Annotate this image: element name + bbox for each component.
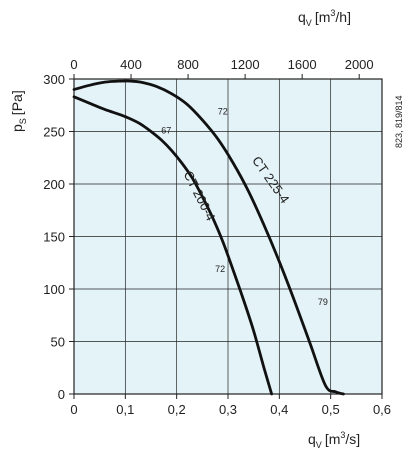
x-tick-label: 0,3 [219, 402, 237, 417]
series-line-ct-225-4 [72, 79, 345, 396]
efficiency-annotation: 72 [215, 264, 225, 274]
y-tick-label: 0 [58, 387, 65, 402]
efficiency-annotation: 79 [318, 297, 328, 307]
x-axis-bottom-label: qV [m3/s] [308, 430, 360, 450]
annotations: 67 72 72 79 [161, 107, 328, 307]
top-tick-label: 1200 [231, 57, 260, 72]
y-tick-label: 50 [51, 335, 65, 350]
x-tick-label: 0,2 [168, 402, 186, 417]
grid [69, 74, 383, 399]
x-tick-label: 0,5 [322, 402, 340, 417]
side-note: 823, 819/814 [394, 95, 404, 148]
y-tick-label: 200 [43, 177, 65, 192]
series-line-ct-200-4 [72, 95, 274, 396]
curves [72, 79, 345, 396]
x-tick-label: 0,4 [270, 402, 288, 417]
y-tick-label: 250 [43, 125, 65, 140]
efficiency-annotation: 67 [161, 126, 171, 136]
tick-labels: 0 0,1 0,2 0,3 0,4 0,5 0,6 0 50 100 150 200 250 300 0 40… [43, 57, 391, 417]
y-tick-label: 100 [43, 282, 65, 297]
top-tick-label: 1600 [288, 57, 317, 72]
y-axis-label: pS[Pa] [9, 90, 28, 132]
top-tick-label: 0 [70, 57, 77, 72]
x-axis-top-label: qV [m3/h] [298, 8, 351, 28]
y-tick-label: 150 [43, 230, 65, 245]
y-tick-label: 300 [43, 72, 65, 87]
efficiency-annotation: 72 [218, 107, 228, 117]
x-tick-label: 0 [70, 402, 77, 417]
x-tick-label: 0,1 [116, 402, 134, 417]
top-tick-label: 800 [177, 57, 199, 72]
top-tick-label: 400 [120, 57, 142, 72]
top-tick-label: 2000 [345, 57, 374, 72]
x-tick-label: 0,6 [373, 402, 391, 417]
